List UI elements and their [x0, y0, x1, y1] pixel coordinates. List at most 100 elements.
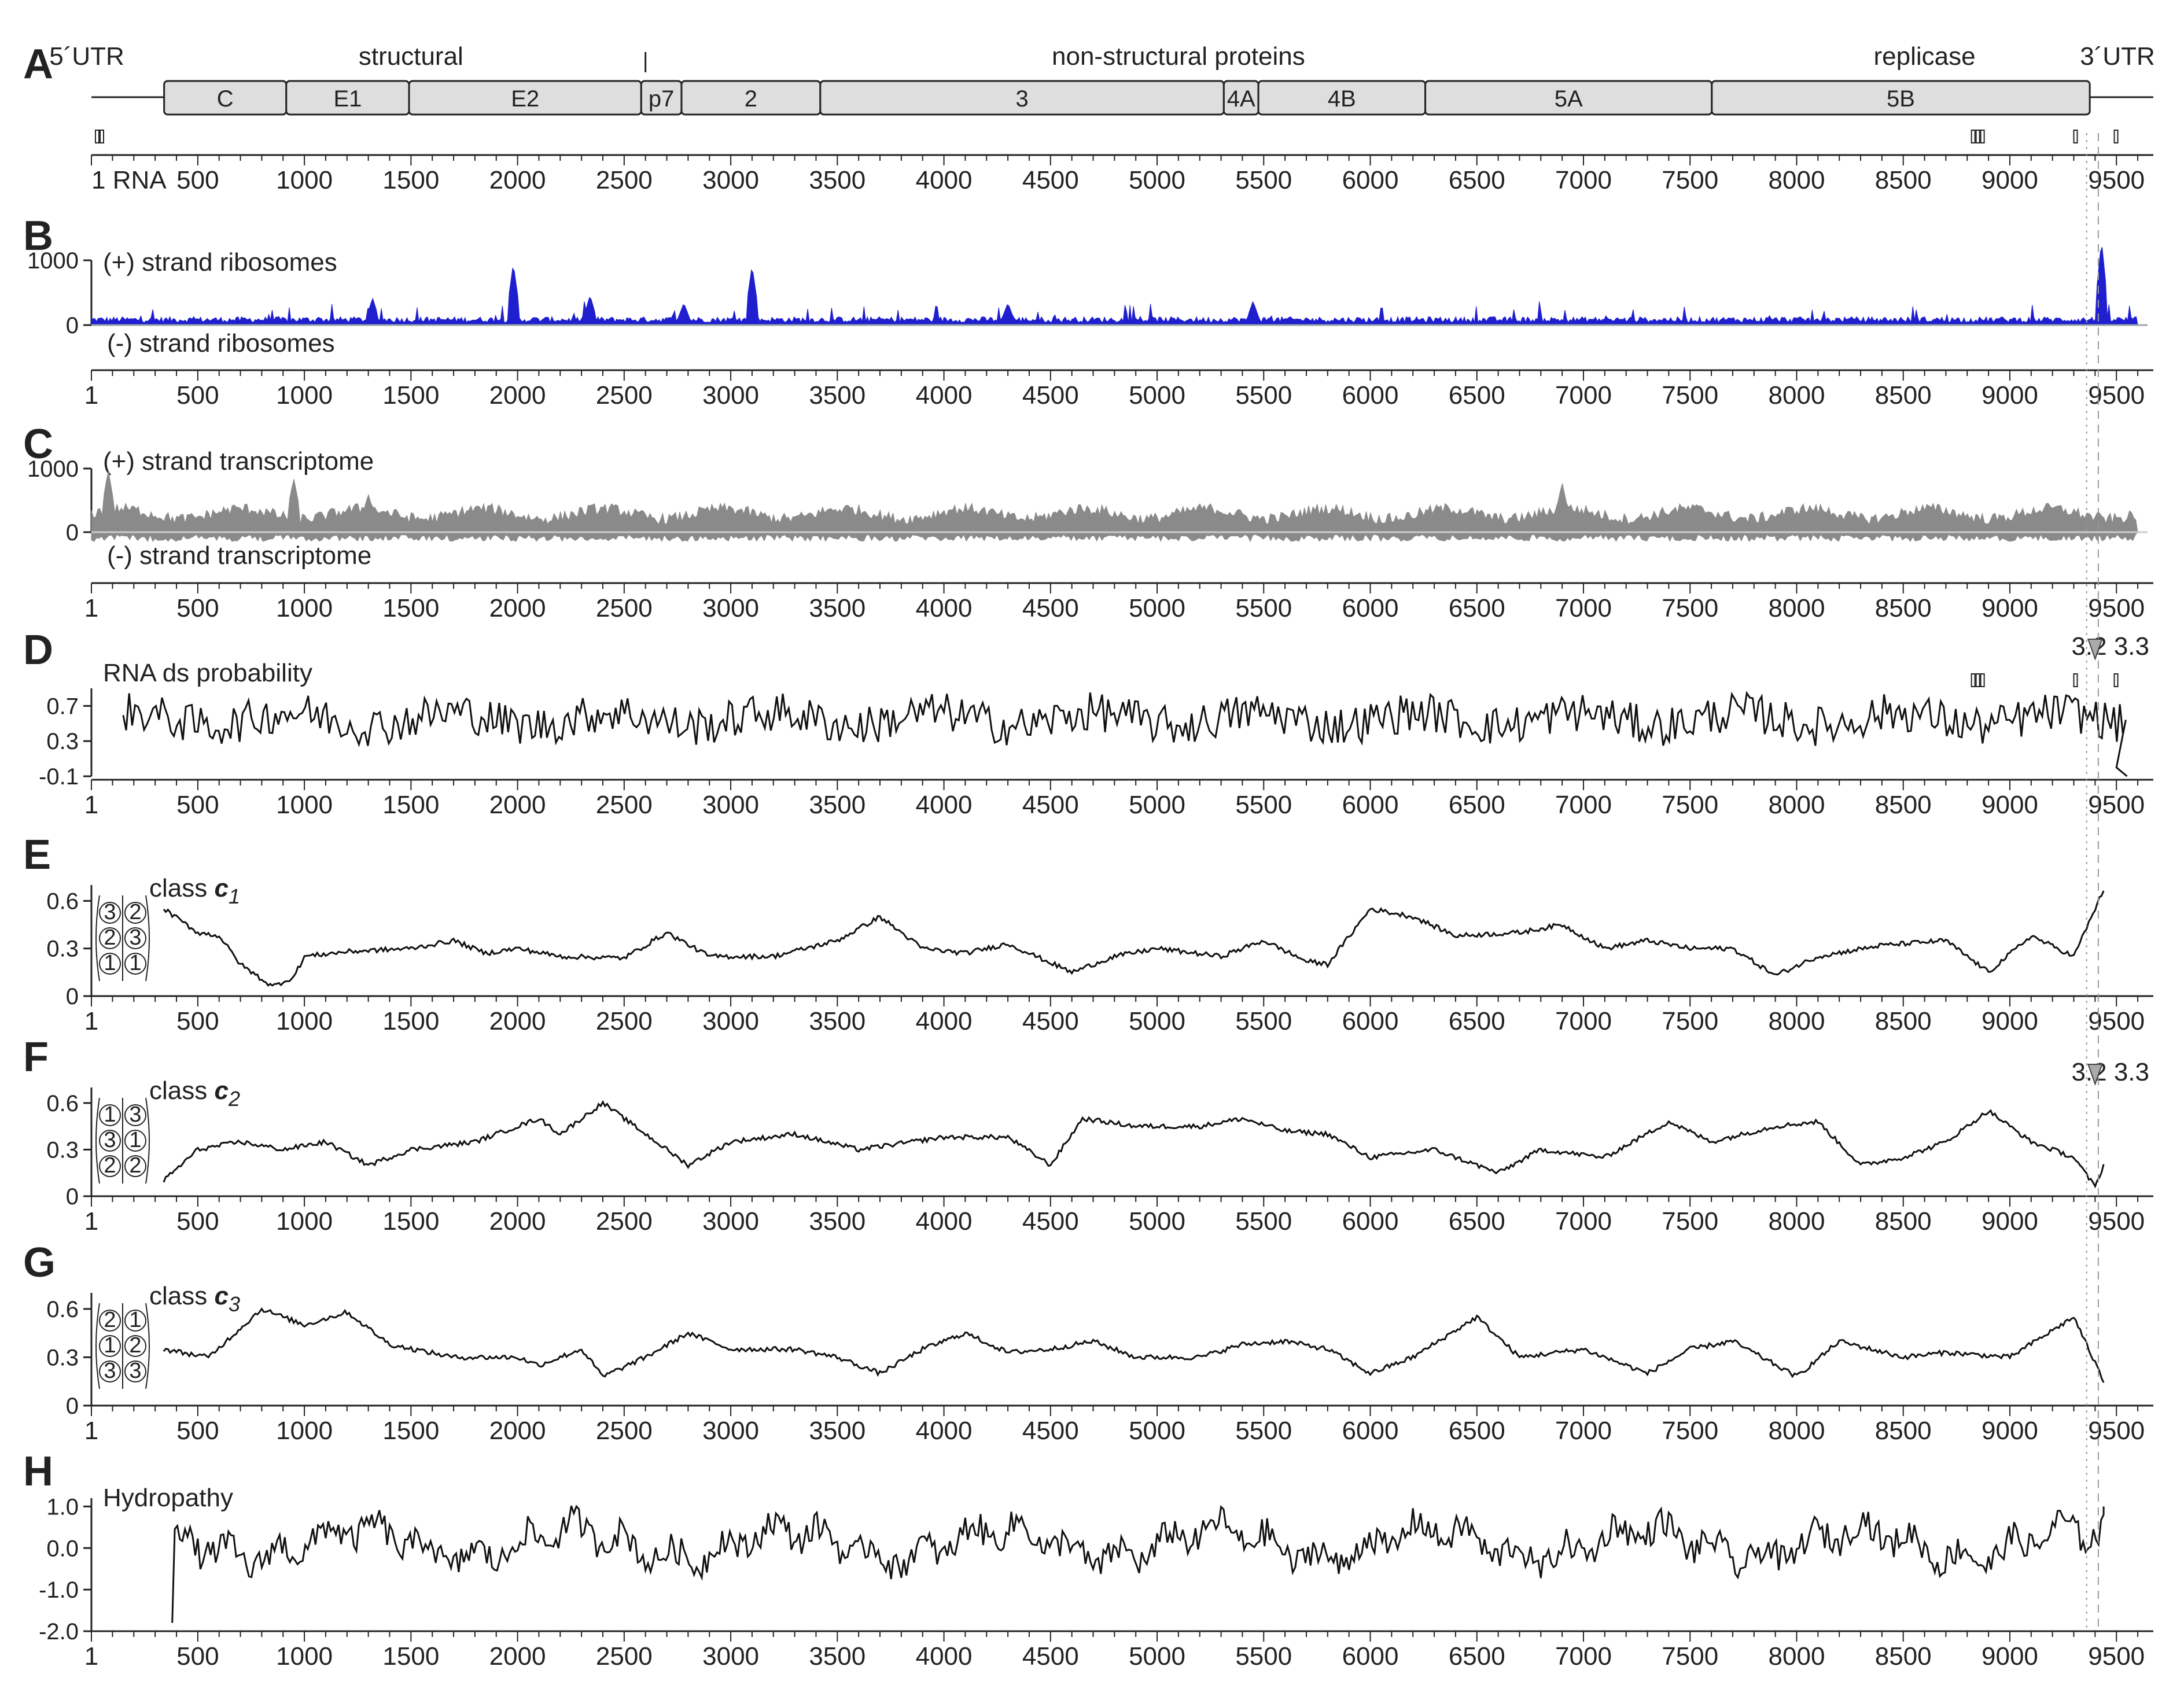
x-tick-label: 1 — [84, 791, 98, 819]
x-tick-label: 8000 — [1769, 166, 1825, 194]
x-tick-label: 6000 — [1342, 1207, 1399, 1236]
series-label: class c1 — [149, 874, 240, 908]
x-tick-label: 5000 — [1129, 1207, 1185, 1236]
x-tick-label: 500 — [176, 1417, 219, 1445]
series-label: (+) strand transcriptome — [103, 447, 374, 475]
x-tick-label: 2500 — [596, 1007, 653, 1035]
gene-label: 2 — [745, 86, 757, 112]
series-label: (-) strand ribosomes — [107, 329, 335, 357]
x-tick-label: 5000 — [1129, 791, 1185, 819]
x-tick-label: 3500 — [809, 1642, 866, 1671]
down-arrow-icon — [2087, 1064, 2103, 1086]
x-tick-label: 8000 — [1769, 594, 1825, 622]
x-tick-label: 6500 — [1449, 381, 1505, 410]
legend-circle — [99, 1360, 121, 1382]
x-tick-label: 8500 — [1875, 381, 1932, 410]
x-tick-label: 500 — [176, 1642, 219, 1671]
area-plus-transcriptome — [91, 471, 2138, 533]
legend-circle — [99, 902, 121, 924]
x-tick-label: 9000 — [1982, 791, 2038, 819]
rna-element-marker — [1980, 130, 1985, 143]
legend-circle — [99, 1104, 121, 1126]
x-tick-label: 3500 — [809, 381, 866, 410]
x-tick-label: 6000 — [1342, 791, 1399, 819]
x-tick-label: 5000 — [1129, 166, 1185, 194]
x-tick-label: 6500 — [1449, 791, 1505, 819]
series-label: class c3 — [149, 1282, 240, 1316]
legend-circle — [124, 902, 146, 924]
x-tick-label: 5000 — [1129, 1417, 1185, 1445]
y-tick-label: 0 — [66, 1184, 79, 1210]
rna-element-marker — [2113, 673, 2119, 687]
y-tick-label: -1.0 — [39, 1577, 79, 1603]
legend-circle — [99, 1155, 121, 1177]
x-tick-label: 2500 — [596, 381, 653, 410]
gene-label: 5A — [1555, 86, 1583, 112]
x-tick-label: 3500 — [809, 594, 866, 622]
series-label: Hydropathy — [103, 1484, 233, 1512]
x-tick-label: 5500 — [1235, 1007, 1292, 1035]
legend-circle — [99, 1335, 121, 1357]
legend-digit: 3 — [129, 1359, 141, 1383]
x-tick-label: 1 — [84, 1642, 98, 1671]
x-tick-label: 5500 — [1235, 1642, 1292, 1671]
x-tick-label: 7500 — [1662, 1207, 1718, 1236]
x-tick-label: 4000 — [916, 1207, 973, 1236]
legend-digit: 2 — [104, 1153, 116, 1178]
x-tick-label: 2000 — [489, 1642, 546, 1671]
y-tick-label: 1000 — [27, 456, 79, 482]
rna-element-marker — [1975, 673, 1980, 687]
legend-digit: 2 — [104, 926, 116, 950]
x-tick-label: 1000 — [276, 1007, 333, 1035]
x-tick-label: 2000 — [489, 791, 546, 819]
x-tick-label: 7500 — [1662, 594, 1718, 622]
legend-circle — [124, 1130, 146, 1152]
panel-letter: D — [23, 627, 53, 673]
x-tick-label: 1000 — [276, 1642, 333, 1671]
legend-digit: 2 — [129, 1153, 141, 1178]
x-tick-label: 1500 — [382, 1007, 439, 1035]
x-tick-label: 2000 — [489, 1007, 546, 1035]
panel-letter: B — [23, 213, 53, 259]
x-tick-label: 500 — [176, 381, 219, 410]
x-tick-label: 6500 — [1449, 1007, 1505, 1035]
x-tick-label: 6000 — [1342, 594, 1399, 622]
x-tick-label: 1000 — [276, 381, 333, 410]
x-tick-label: 9000 — [1982, 166, 2038, 194]
x-tick-label: 8000 — [1769, 1007, 1825, 1035]
legend-curve — [95, 1097, 100, 1184]
x-tick-label: 4000 — [916, 166, 973, 194]
region-label: 3´UTR — [2080, 42, 2155, 71]
x-tick-label: 2500 — [596, 791, 653, 819]
x-tick-label: 1500 — [382, 791, 439, 819]
area-minus-transcriptome — [91, 532, 2139, 543]
x-tick-label: 1500 — [382, 1207, 439, 1236]
legend-circle — [124, 1155, 146, 1177]
x-tick-label: 7500 — [1662, 1417, 1718, 1445]
rna-element-marker — [1975, 130, 1980, 143]
legend-circle — [124, 1335, 146, 1357]
legend-circle — [99, 927, 121, 949]
x-tick-label: 9000 — [1982, 1642, 2038, 1671]
x-tick-label: 9500 — [2088, 166, 2145, 194]
x-tick-label: 6000 — [1342, 166, 1399, 194]
x-tick-label: 3000 — [702, 1417, 759, 1445]
x-tick-label: 1000 — [276, 1417, 333, 1445]
panel-letter: E — [23, 832, 51, 878]
x-tick-label: 7000 — [1555, 1642, 1612, 1671]
legend-circle — [124, 927, 146, 949]
legend-digit: 1 — [129, 1308, 141, 1332]
x-tick-label: 3000 — [702, 381, 759, 410]
x-tick-label: 1500 — [382, 1642, 439, 1671]
x-tick-label: 4500 — [1022, 791, 1079, 819]
x-tick-label: 4000 — [916, 1642, 973, 1671]
x-tick-label: 4500 — [1022, 166, 1079, 194]
x-tick-label: 3000 — [702, 791, 759, 819]
x-tick-label: 1 — [84, 1207, 98, 1236]
y-tick-label: 1.0 — [46, 1494, 79, 1520]
x-tick-label: 9000 — [1982, 1417, 2038, 1445]
x-tick-label: 8000 — [1769, 1207, 1825, 1236]
x-tick-label: 8500 — [1875, 166, 1932, 194]
